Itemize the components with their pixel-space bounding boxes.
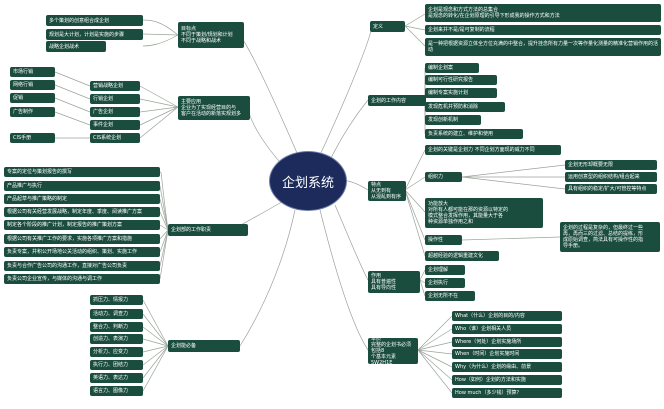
definition-branch[interactable]: 定义 [370, 21, 405, 32]
application-sub[interactable]: 网络行销 [10, 80, 55, 90]
ability-item[interactable]: 创造力、表演力 [90, 334, 143, 344]
features-branch[interactable]: 特点 从无到有 从混乱到有序 [368, 181, 406, 201]
application-child[interactable]: 广告企划 [90, 107, 140, 117]
ability-item[interactable]: 活动力、调查力 [90, 309, 143, 319]
application-child[interactable]: 行销企划 [90, 94, 140, 104]
essence-item[interactable]: When（时间）企划实施时间 [452, 349, 562, 359]
ability-item[interactable]: 语言力、图像力 [90, 386, 143, 396]
positions-branch[interactable]: 企划部的工作职责 [168, 224, 248, 236]
central-topic[interactable]: 企划系统 [270, 152, 346, 210]
workflow-item[interactable]: 编制企划案 [425, 63, 479, 73]
function-item[interactable]: 企划无所不在 [425, 291, 475, 301]
position-item[interactable]: 制定各个阶段的推广计划，制定报告的推广策划方案 [4, 220, 160, 230]
function-item[interactable]: 企划执行 [425, 278, 465, 288]
application-sub[interactable]: 广告制作 [10, 107, 55, 117]
position-item[interactable]: 专案的定位与策划报告的撰写 [4, 167, 160, 177]
essence-branch[interactable]: 本质 完整的企划书必须包括8 个基本元素5W2H1E [368, 338, 418, 364]
application-child[interactable]: 营销战略企划 [90, 81, 140, 91]
application-sub[interactable]: 促销 [10, 93, 55, 103]
definition-item[interactable]: 是一种把根据资源立体全方位充满的中整合，提升挂念所有力量一次等作量化测量的精准化… [425, 38, 661, 56]
position-item[interactable]: 根据公司有关推广工作的要求，实施各项推广方案和措施 [4, 234, 160, 244]
ability-item[interactable]: 抓压力、情报力 [90, 295, 143, 305]
position-item[interactable]: 产品推广与执行 [4, 181, 160, 191]
application-child[interactable]: 事件企划 [90, 120, 140, 130]
features-key-item[interactable]: 企划的关键是企划力 不同企划方面现的威力不同 [425, 145, 561, 155]
function-branch[interactable]: 作用 具有普遍性 具有导向性 [368, 271, 420, 293]
organization-item[interactable]: 运用创意型的组织结构/组合起来 [565, 172, 657, 182]
function-amplify-node[interactable]: 功能放大 对所有人都可能在那的资源以特定的 模式整合发挥作用，其能量大于各 种资… [425, 198, 543, 228]
definition-item[interactable]: 企划来并不是/是可复制的流程 [425, 25, 661, 35]
operational-node[interactable]: 操作性 [425, 235, 462, 245]
definition-item[interactable]: 企划是观念和方式方法的总集合 是观念的转化/在企划原理的引导下形成我的操作方式和… [425, 4, 661, 22]
main-applications-branch[interactable]: 主要应用 企业为了实现经营目的与 客户在活动的新落实规划多 [178, 96, 250, 120]
organization-item[interactable]: 具有组织的稳定/扩大/可管控等特点 [565, 184, 657, 194]
essence-item[interactable]: Why（为什么）企划的缘由、前景 [452, 362, 562, 372]
ability-item[interactable]: 英语力、表达力 [90, 373, 143, 383]
position-item[interactable]: 负责公司企业宣传，与媒体的沟通与调工作 [4, 274, 160, 284]
operational-note[interactable]: 企划的过程是复杂的，但最终过一些 再，再而三的过滤、总结的提练，形 成原始调查，… [560, 222, 660, 252]
ability-item[interactable]: 整合力、判断力 [90, 322, 143, 332]
workflow-item[interactable]: 编制可行性研究报告 [425, 75, 497, 85]
workflow-item[interactable]: 发现危机并预防和消除 [425, 102, 505, 112]
position-item[interactable]: 产品起草与推广策略的制定 [4, 194, 160, 204]
ability-item[interactable]: 分析力、应变力 [90, 347, 143, 357]
application-sub[interactable]: CIS手册 [10, 133, 55, 143]
essence-item[interactable]: How much（多少钱）预算？ [452, 388, 562, 398]
workflow-item[interactable]: 发现创新机制 [425, 115, 481, 125]
position-item[interactable]: 负责与合作广告公司的沟通工作，直接对广告公司负责 [4, 261, 160, 271]
workflow-item[interactable]: 编制专案实施计划 [425, 88, 497, 98]
starting-point-branch[interactable]: 目标点 不同于策划/规划和计划 不同于战略和战术 [178, 22, 244, 48]
essence-item[interactable]: Where（何处）企划实施场所 [452, 337, 562, 347]
organization-node[interactable]: 组织力 [425, 172, 462, 182]
workflow-branch[interactable]: 企划的工作内容 [368, 95, 426, 106]
application-child[interactable]: CIS系统企划 [90, 133, 140, 143]
essence-item[interactable]: What（什么）企划的目的/内容 [452, 311, 562, 321]
ability-item[interactable]: 执行力、团结力 [90, 360, 143, 370]
position-item[interactable]: 根据公司有关经营发展战略，制定年度、季度、阅读推广方案 [4, 207, 160, 217]
function-item[interactable]: 企划理解 [425, 265, 465, 275]
position-item[interactable]: 负责专案，并积公开场地公关活动的组织、策划、实施工作 [4, 247, 160, 257]
essence-item[interactable]: How（如何）企划的方法和实施 [452, 375, 562, 385]
organization-item[interactable]: 企划无形却概要无限 [565, 160, 657, 170]
reconstruct-node[interactable]: 超越经验的逻辑重建文化 [425, 251, 499, 261]
starting-point-child[interactable]: 多个策划的创意组合成企划 [46, 15, 143, 26]
essence-item[interactable]: Who（谁）企划相关人员 [452, 324, 562, 334]
starting-point-child[interactable]: 规划是大计划，计划是实施的步骤 [46, 29, 143, 40]
application-sub[interactable]: 市场行销 [10, 67, 55, 77]
abilities-branch[interactable]: 企划能必备 [168, 340, 240, 352]
workflow-item[interactable]: 负责系统的建立、维护和使用 [425, 129, 523, 139]
starting-point-child[interactable]: 战略企划战术 [46, 41, 106, 52]
